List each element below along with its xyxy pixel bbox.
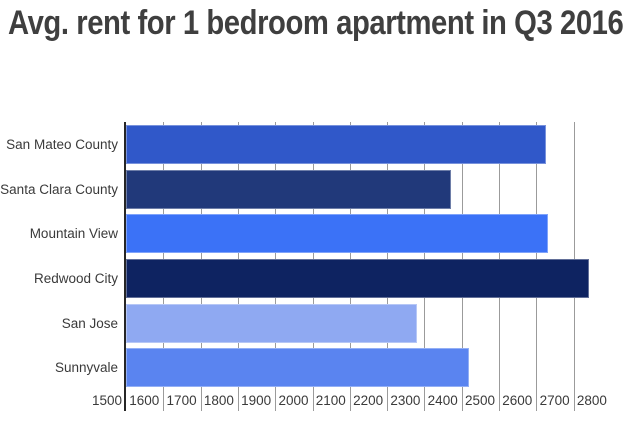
x-tick-label: 2200	[353, 393, 384, 408]
x-axis: 1500 1600 1700 1800 1900 2000 2100 2200 2300 2400…	[92, 390, 624, 411]
category-axis: San Mateo County Santa Clara County Mounta…	[0, 122, 118, 390]
x-tick-label: 1900	[241, 393, 272, 408]
y-axis-line	[124, 122, 126, 411]
bar	[126, 348, 470, 388]
x-tick-label: 2600	[502, 393, 533, 408]
category-label: San Mateo County	[6, 137, 118, 152]
x-tick-label: 2000	[278, 393, 309, 408]
plot-area: 1500 1600 1700 1800 1900 2000 2100 2200 2300 2400…	[92, 122, 624, 411]
x-tick-label: 1500	[91, 393, 122, 408]
category-label: Mountain View	[29, 226, 118, 242]
x-tick-label: 2100	[315, 393, 346, 408]
bar	[126, 125, 546, 164]
bar	[126, 259, 589, 298]
chart-title: Avg. rent for 1 bedroom apartment in Q3 …	[8, 4, 624, 42]
category-label: Redwood City	[33, 271, 118, 286]
bar-series	[126, 122, 624, 390]
category-label: Sunnyvale	[54, 360, 118, 376]
x-tick-label: 2800	[576, 393, 607, 408]
bar-chart: San Mateo County Santa Clara County Mounta…	[0, 122, 624, 411]
category-label: San Jose	[61, 315, 118, 331]
bar	[126, 303, 417, 343]
x-tick-label: 1700	[166, 393, 197, 408]
x-tick-label: 1600	[129, 393, 160, 408]
x-tick-label: 2700	[539, 393, 570, 408]
x-tick-label: 2500	[464, 393, 496, 408]
bar	[126, 169, 451, 209]
x-tick-label: 2400	[427, 393, 458, 408]
bar	[126, 214, 548, 254]
category-label: Santa Clara County	[0, 181, 118, 197]
x-tick-label: 1800	[203, 393, 234, 408]
x-tick-label: 2300	[390, 393, 421, 408]
